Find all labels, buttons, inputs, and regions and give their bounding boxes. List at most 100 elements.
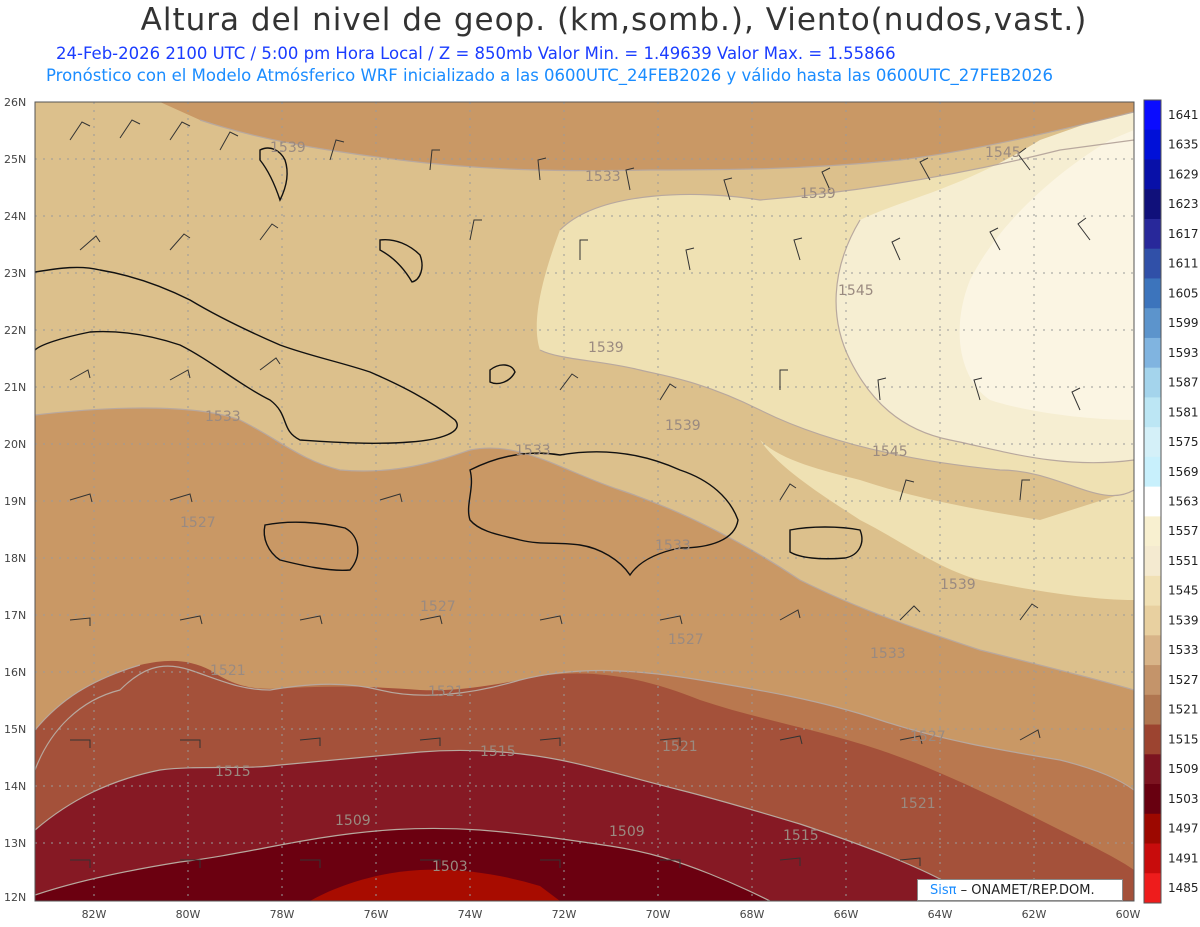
colorbar-label: 1575 [1168, 435, 1199, 449]
colorbar-label: 1581 [1168, 405, 1199, 419]
colorbar-label: 1521 [1168, 703, 1199, 717]
band-1497 [310, 869, 560, 901]
lat-tick-label: 22N [4, 324, 26, 337]
jamaica-coast [263, 521, 359, 572]
colorbar-swatch [1144, 575, 1161, 607]
contour-label: 1539 [270, 140, 306, 156]
contour-label: 1533 [655, 538, 691, 554]
colorbar-label: 1551 [1168, 554, 1199, 568]
colorbar-label: 1599 [1168, 316, 1199, 330]
colorbar-label: 1593 [1168, 346, 1199, 360]
colorbar-swatch [1144, 784, 1161, 815]
contour-label: 1515 [480, 744, 516, 760]
contour-label: 1533 [205, 409, 241, 425]
latitude-axis: 26N 25N 24N 23N 22N 21N 20N 19N 18N 17N … [4, 96, 26, 904]
contour-label: 1515 [215, 764, 251, 780]
lat-tick-label: 19N [4, 495, 26, 508]
band-1527-north [35, 102, 1134, 171]
colorbar-swatch [1144, 813, 1161, 845]
lon-tick-label: 72W [552, 908, 577, 921]
geopotential-field: 1545 1545 1545 1539 1539 1539 1539 1539 … [35, 102, 1134, 901]
lat-tick-label: 21N [4, 381, 26, 394]
contour-label: 1545 [872, 444, 908, 460]
colorbar-label: 1635 [1168, 138, 1199, 152]
sispi-logo-text: Sisπ [930, 883, 957, 898]
contour-label: 1521 [662, 739, 698, 755]
lat-tick-label: 23N [4, 267, 26, 280]
colorbar-swatch [1144, 635, 1161, 666]
colorbar-label: 1557 [1168, 524, 1199, 538]
contour-label: 1503 [432, 859, 468, 875]
colorbar-swatch [1144, 724, 1161, 755]
colorbar-swatch [1144, 248, 1161, 279]
contour-label: 1521 [210, 663, 246, 679]
contour-label: 1539 [665, 418, 701, 434]
colorbar-label: 1533 [1168, 643, 1199, 657]
cuba-coast [35, 266, 458, 444]
colorbar-swatch [1144, 486, 1161, 517]
map-frame [34, 101, 1135, 902]
colorbar-swatch [1144, 159, 1161, 190]
colorbar-swatch [1144, 516, 1161, 547]
colorbar-label: 1497 [1168, 822, 1199, 836]
longitude-axis: 82W 80W 78W 76W 74W 72W 70W 68W 66W 64W … [82, 908, 1141, 921]
lon-tick-label: 78W [270, 908, 295, 921]
contour-label: 1521 [900, 796, 936, 812]
lat-lon-grid [35, 102, 1134, 901]
colorbar-swatch [1144, 843, 1161, 874]
lon-tick-label: 74W [458, 908, 483, 921]
lon-tick-label: 66W [834, 908, 859, 921]
lat-tick-label: 15N [4, 723, 26, 736]
bahamas-islands [379, 238, 423, 283]
lat-tick-label: 26N [4, 96, 26, 109]
colorbar-label: 1623 [1168, 197, 1199, 211]
lat-tick-label: 18N [4, 552, 26, 565]
colorbar-label: 1563 [1168, 495, 1199, 509]
colorbar-label: 1629 [1168, 167, 1199, 181]
colorbar-label: 1587 [1168, 376, 1199, 390]
great-inagua [489, 364, 516, 385]
lat-tick-label: 24N [4, 210, 26, 223]
colorbar-label: 1611 [1168, 257, 1199, 271]
lon-tick-label: 60W [1116, 908, 1141, 921]
colorbar-label: 1539 [1168, 613, 1199, 627]
colorbar-label: 1491 [1168, 851, 1199, 865]
contour-label: 1533 [515, 443, 551, 459]
lat-tick-label: 20N [4, 438, 26, 451]
lon-tick-label: 82W [82, 908, 107, 921]
colorbar-label: 1515 [1168, 732, 1199, 746]
contour-label: 1545 [985, 145, 1021, 161]
colorbar: 1641 1635 1629 1623 1617 1611 1605 1599 1593 1587… [1143, 99, 1199, 904]
valid-time-line: 24-Feb-2026 2100 UTC / 5:00 pm Hora Loca… [56, 44, 896, 63]
lon-tick-label: 62W [1022, 908, 1047, 921]
contour-label: 1539 [800, 186, 836, 202]
contour-label: 1533 [870, 646, 906, 662]
contour-label: 1509 [335, 813, 371, 829]
colorbar-label: 1509 [1168, 762, 1199, 776]
colorbar-swatch [1144, 546, 1161, 577]
colorbar-label: 1641 [1168, 108, 1199, 122]
lat-tick-label: 13N [4, 837, 26, 850]
colorbar-frame [1143, 99, 1162, 904]
colorbar-swatch [1144, 456, 1161, 488]
credit-box: Sisπ – ONAMET/REP.DOM. [917, 879, 1123, 901]
contour-label: 1527 [910, 729, 946, 745]
colorbar-swatch [1144, 694, 1161, 726]
lat-tick-label: 12N [4, 891, 26, 904]
lon-tick-label: 68W [740, 908, 765, 921]
colorbar-swatch [1144, 337, 1161, 369]
credit-text: – ONAMET/REP.DOM. [956, 883, 1095, 898]
contour-label: 1515 [783, 828, 819, 844]
contour-label: 1533 [585, 169, 621, 185]
band-1551 [959, 130, 1134, 420]
contour-label: 1527 [180, 515, 216, 531]
colorbar-label: 1527 [1168, 673, 1199, 687]
wind-barbs [69, 119, 1091, 868]
colorbar-swatch [1144, 308, 1161, 339]
colorbar-label: 1545 [1168, 584, 1199, 598]
bahamas-andros [259, 147, 288, 202]
contour-label: 1527 [668, 632, 704, 648]
colorbar-swatch [1144, 100, 1161, 131]
colorbar-swatch [1144, 427, 1161, 458]
lat-tick-label: 17N [4, 609, 26, 622]
